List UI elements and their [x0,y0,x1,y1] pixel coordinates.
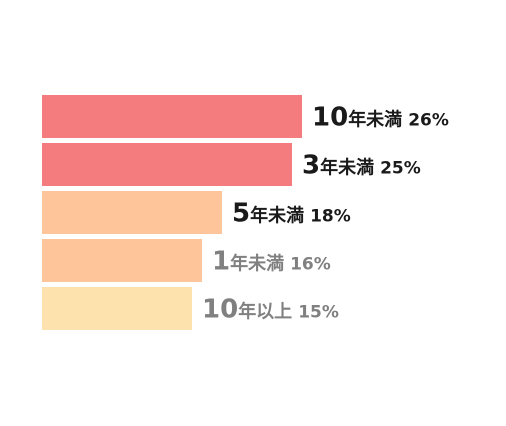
bar-value-label: 25% [380,159,421,179]
bar-value-label: 18% [310,207,351,227]
bar-value-label: 26% [408,111,449,131]
bar-value-label: 16% [290,255,331,275]
bar-label-number: 1 [212,247,230,277]
bar-2 [42,143,292,186]
bar-label-number: 10 [312,103,348,133]
bar-label-4: 1年未満 16% [212,247,331,277]
bar-label-unit: 年未満 [230,253,284,275]
bar-label-number: 5 [232,199,250,229]
bar-label-unit: 年未満 [250,205,304,227]
bar-label-5: 10年以上 15% [202,295,339,325]
bar-4 [42,239,202,282]
bar-label-number: 10 [202,295,238,325]
bar-label-3: 5年未満 18% [232,199,351,229]
bar-1 [42,95,302,138]
bar-5 [42,287,192,330]
bar-3 [42,191,222,234]
bar-label-unit: 年以上 [238,301,292,323]
bar-label-number: 3 [302,151,320,181]
bar-label-1: 10年未満 26% [312,103,449,133]
bar-label-unit: 年未満 [320,157,374,179]
bar-label-unit: 年未満 [348,109,402,131]
bar-label-2: 3年未満 25% [302,151,421,181]
bar-value-label: 15% [298,303,339,323]
